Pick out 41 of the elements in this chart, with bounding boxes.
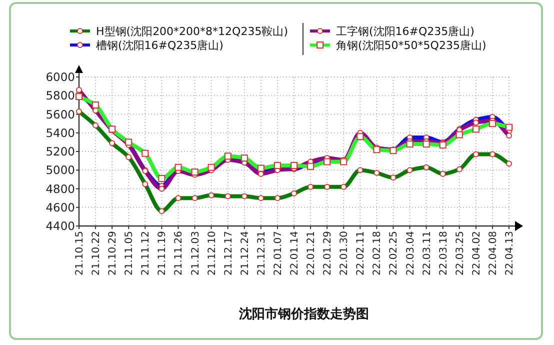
x-tick-label: 22.02.25 [388, 231, 400, 276]
x-tick-label: 22.01.14 [290, 231, 300, 276]
y-tick-label: 6000 [46, 70, 75, 84]
y-tick-label: 5600 [46, 107, 75, 122]
text: 沈阳市钢价指数走势图 [238, 306, 369, 322]
x-tick-label: 21.11.12 [140, 231, 152, 276]
x-tick-label: 22.03.11 [422, 231, 433, 276]
x-tick-label: 22.01.21 [306, 231, 318, 276]
x-tick-label: 21.12.24 [240, 231, 251, 276]
x-tick-label: 22.02.11 [356, 231, 367, 276]
x-tick-label: 21.11.05 [124, 231, 136, 276]
y-tick-label: 4800 [46, 182, 75, 196]
x-tick-label: 22.03.18 [438, 231, 450, 276]
y-tick-label: 4600 [46, 200, 75, 214]
x-tick-label: 22.01.07 [272, 231, 284, 276]
x-tick-label: 21.12.31 [256, 231, 268, 276]
x-tick-label: 22.04.08 [488, 231, 499, 276]
x-tick-label: 22.03.04 [405, 231, 416, 276]
legend-label: 槽钢(沈阳16#Q235唐山) [96, 39, 224, 52]
legend-label: 角钢(沈阳50*50*5Q235唐山) [336, 39, 486, 52]
x-tick-label: 21.10.15 [74, 231, 86, 276]
legend-label: 工字钢(沈阳16#Q235唐山) [336, 25, 474, 38]
x-tick-label: 21.12.17 [223, 231, 234, 276]
y-tick-label: 4400 [46, 219, 75, 233]
x-tick-label: 21.12.03 [190, 231, 202, 276]
x-tick-label: 22.04.02 [471, 231, 482, 276]
legend-label: H型钢(沈阳200*200*8*12Q235鞍山) [96, 25, 288, 38]
x-tick-label: 22.01.30 [339, 231, 350, 276]
x-tick-label: 22.04.13 [504, 231, 516, 276]
x-tick-label: 21.10.29 [108, 231, 119, 276]
x-tick-label: 21.12.10 [206, 231, 218, 276]
y-tick-label: 5200 [46, 144, 75, 158]
y-tick-label: 5400 [46, 126, 75, 140]
y-tick-label: 5800 [46, 88, 75, 103]
x-tick-label: 21.11.26 [174, 231, 185, 276]
y-tick-label: 5000 [46, 163, 75, 178]
x-tick-label: 21.11.19 [157, 231, 168, 276]
x-tick-label: 21.10.22 [91, 231, 102, 276]
x-tick-label: 22.01.29 [322, 231, 334, 276]
x-tick-label: 22.02.18 [372, 231, 384, 276]
x-tick-label: 22.03.25 [454, 231, 466, 276]
